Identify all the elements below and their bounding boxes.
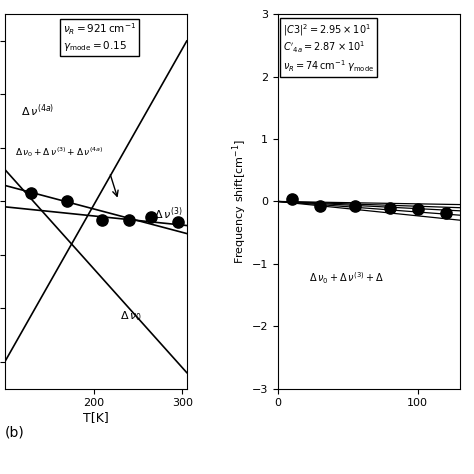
Point [442,209,449,217]
Point [147,214,155,221]
Text: $|C3|^2=2.95\times10^1$
$C'_{4a}=2.87\times10^1$
$\nu_R=74\,\mathrm{cm}^{-1}\;\g: $|C3|^2=2.95\times10^1$ $C'_{4a}=2.87\ti… [283,22,374,73]
Point [316,202,324,210]
Point [99,217,106,224]
Point [27,190,35,197]
Point [288,195,296,203]
Text: $\Delta\,\nu^{(3)}$: $\Delta\,\nu^{(3)}$ [154,205,182,222]
X-axis label: T[K]: T[K] [83,411,109,424]
Point [63,198,71,205]
Point [386,204,393,211]
Point [174,218,182,226]
Text: (b): (b) [5,425,25,439]
Text: $\Delta\,\nu_0+\Delta\,\nu^{(3)}+\Delta\,\nu^{(4a)}$: $\Delta\,\nu_0+\Delta\,\nu^{(3)}+\Delta\… [15,146,104,159]
Point [414,205,421,213]
Y-axis label: Frequency shift[cm$^{-1}$]: Frequency shift[cm$^{-1}$] [230,139,249,264]
Point [351,203,358,210]
Text: $\Delta\,\nu_0$: $\Delta\,\nu_0$ [120,309,142,323]
Point [125,217,133,224]
Text: $\Delta\,\nu_0+\Delta\,\nu^{(3)}+\Delta$: $\Delta\,\nu_0+\Delta\,\nu^{(3)}+\Delta$ [309,271,383,286]
Text: $\Delta\,\nu^{(4a)}$: $\Delta\,\nu^{(4a)}$ [21,103,54,119]
Text: $\nu_R=921\,\mathrm{cm}^{-1}$
$\gamma_{\mathrm{mode}}=0.15$: $\nu_R=921\,\mathrm{cm}^{-1}$ $\gamma_{\… [63,22,136,53]
